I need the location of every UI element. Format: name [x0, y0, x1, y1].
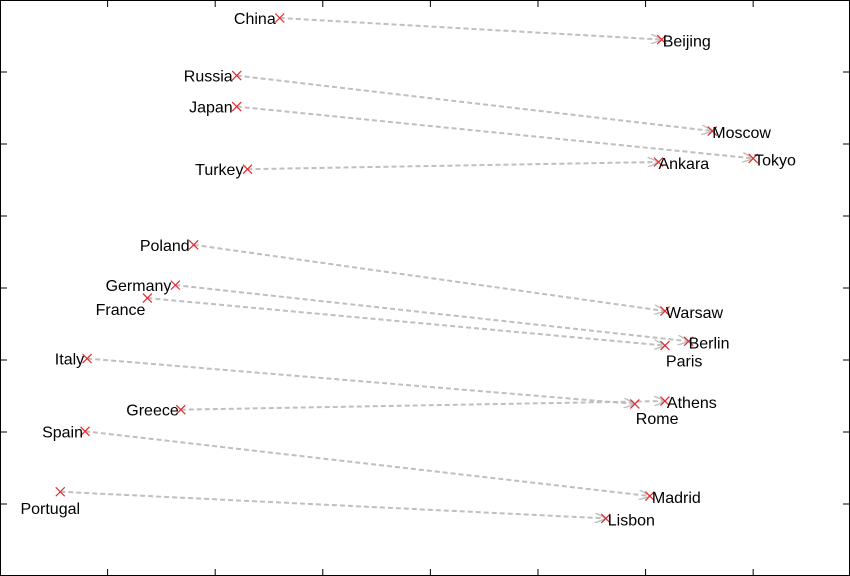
- point-madrid: [644, 491, 655, 502]
- capital-label: Ankara: [658, 156, 709, 173]
- arrow-italy: [87, 357, 635, 404]
- point-ankara: [653, 157, 664, 167]
- point-rome: [629, 398, 640, 409]
- arrow-spain: [84, 430, 650, 496]
- point-berlin: [683, 336, 694, 347]
- arrow-poland: [193, 243, 665, 311]
- country-label: China: [234, 11, 276, 28]
- capital-label: Berlin: [689, 335, 730, 352]
- capital-label: Moscow: [712, 125, 771, 142]
- country-label: Poland: [140, 238, 190, 255]
- point-lisbon: [600, 513, 611, 524]
- point-layer: [55, 13, 759, 524]
- capital-label: Tokyo: [754, 152, 796, 169]
- point-spain: [80, 426, 90, 437]
- arrow-layer: [60, 17, 753, 519]
- capital-label: Lisbon: [608, 512, 655, 529]
- country-label: Japan: [189, 100, 233, 117]
- capital-label: Rome: [636, 411, 679, 428]
- point-warsaw: [660, 306, 670, 316]
- capital-label: Warsaw: [666, 305, 724, 322]
- country-label: Germany: [106, 278, 172, 295]
- label-layer: China Beijing Russia Moscow Japan Tokyo Turkey…: [20, 11, 796, 529]
- capital-label: Madrid: [652, 490, 701, 507]
- arrow-turkey: [247, 162, 658, 171]
- point-moscow: [707, 126, 718, 136]
- country-label: France: [96, 302, 146, 319]
- point-russia: [231, 70, 242, 81]
- point-beijing: [656, 34, 667, 45]
- point-germany: [170, 280, 181, 291]
- capital-label: Paris: [666, 354, 702, 371]
- point-portugal: [55, 486, 66, 497]
- point-athens: [660, 396, 670, 406]
- point-poland: [188, 239, 199, 250]
- country-label: Russia: [184, 69, 233, 86]
- point-tokyo: [748, 153, 759, 164]
- arrow-japan: [236, 105, 753, 159]
- point-greece: [175, 404, 186, 415]
- country-label: Greece: [126, 403, 179, 420]
- country-label: Spain: [42, 424, 83, 441]
- country-label: Italy: [55, 352, 84, 369]
- capital-label: Athens: [667, 395, 717, 412]
- point-japan: [231, 101, 242, 112]
- point-italy: [82, 353, 93, 364]
- country-label: Turkey: [195, 162, 243, 179]
- point-france: [142, 293, 153, 304]
- point-china: [274, 13, 285, 23]
- point-turkey: [242, 164, 253, 175]
- arrow-greece: [180, 401, 665, 411]
- arrow-portugal: [60, 490, 606, 519]
- arrow-germany: [175, 284, 688, 341]
- point-paris: [660, 340, 670, 351]
- capital-label: Beijing: [663, 34, 711, 51]
- arrow-france: [147, 297, 665, 346]
- country-label: Portugal: [20, 501, 80, 518]
